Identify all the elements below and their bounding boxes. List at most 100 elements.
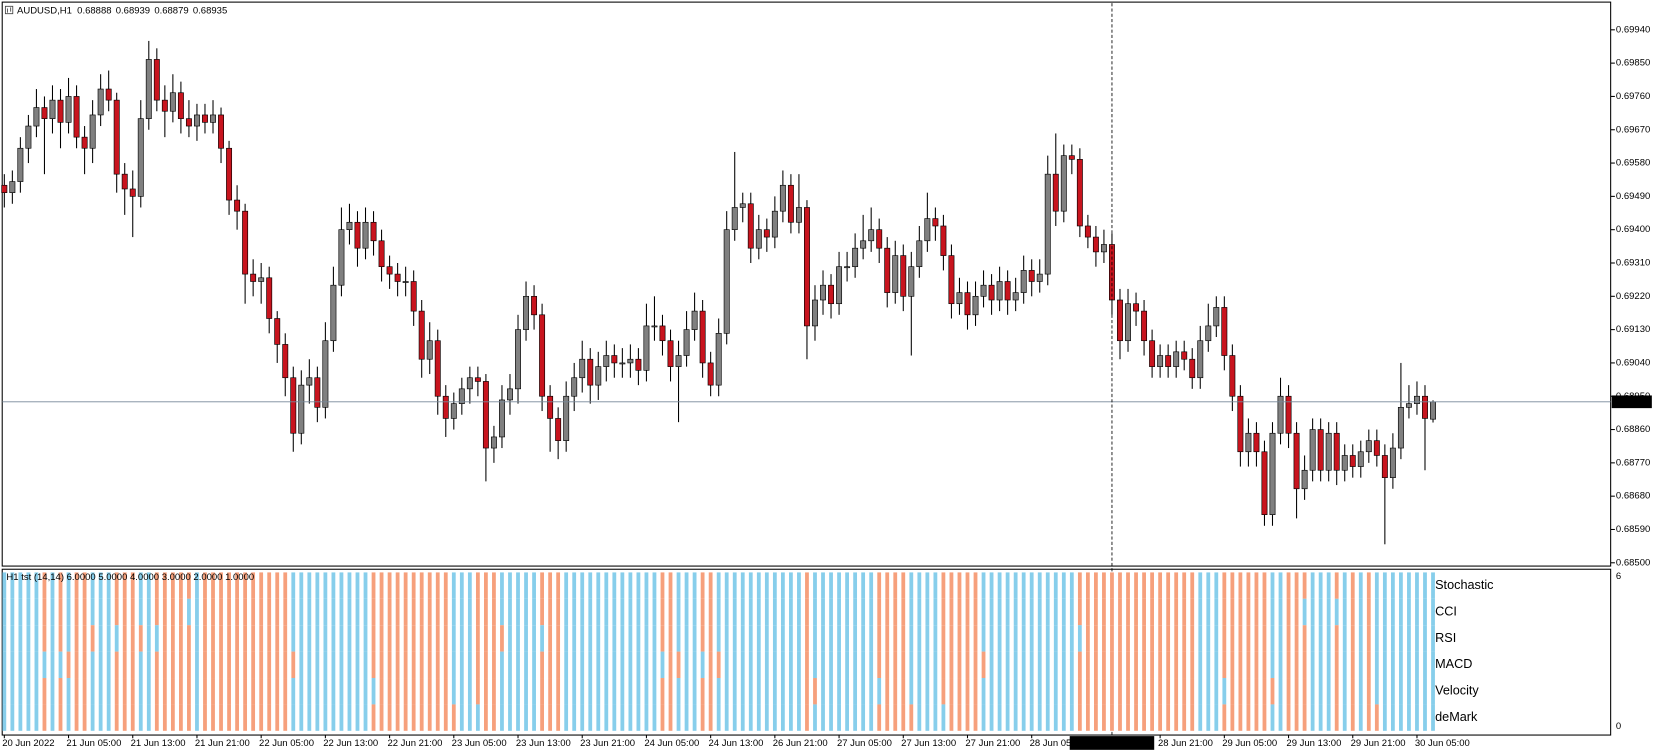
signal-bar <box>548 572 553 599</box>
signal-bar <box>564 704 569 731</box>
signal-bar <box>917 598 922 626</box>
signal-bar <box>949 572 954 599</box>
signal-bar <box>756 598 761 626</box>
y-tick-label: 0.68500 <box>1616 557 1650 568</box>
signal-bar <box>387 651 392 679</box>
signal-bar <box>1294 651 1299 679</box>
signal-bar <box>203 651 207 679</box>
signal-bar <box>981 625 986 652</box>
signal-bar <box>138 651 143 679</box>
signal-bar <box>668 651 673 679</box>
signal-bar <box>90 625 95 652</box>
signal-bar <box>644 625 649 652</box>
signal-bar <box>307 598 312 626</box>
candle-body <box>1189 358 1196 379</box>
signal-bar <box>42 598 47 626</box>
signal-bar <box>1246 678 1251 705</box>
y-tick-label: 0.68590 <box>1616 524 1650 535</box>
signal-bar <box>1037 678 1042 705</box>
signal-bar <box>1158 651 1163 679</box>
signal-bar <box>1222 572 1227 599</box>
signal-bar <box>122 598 127 626</box>
signal-bar <box>853 572 858 599</box>
signal-bar <box>660 572 665 599</box>
signal-bar <box>708 625 713 652</box>
signal-bar <box>508 651 512 679</box>
signal-bar <box>371 704 376 731</box>
candle-body <box>306 377 313 386</box>
signal-bar <box>813 625 817 652</box>
signal-bar <box>1318 598 1323 626</box>
candle-body <box>1213 307 1220 327</box>
signal-bar <box>419 572 424 599</box>
y-tick-label: 0.69850 <box>1616 58 1650 69</box>
candle-body <box>804 207 810 327</box>
signal-bar <box>837 598 841 626</box>
signal-bar <box>1382 572 1387 599</box>
signal-bar <box>379 598 384 626</box>
signal-bar <box>138 704 143 731</box>
signal-bar <box>195 651 199 679</box>
signal-bar <box>10 598 15 626</box>
x-tick-label: 23 Jun 05:00 <box>452 738 507 749</box>
signal-bar <box>508 572 512 599</box>
candle-body <box>153 59 160 101</box>
signal-bar <box>540 598 544 626</box>
signal-bar <box>1126 598 1130 626</box>
signal-bar <box>1230 651 1235 679</box>
signal-bar <box>861 598 866 626</box>
signal-bar <box>893 704 898 731</box>
signal-bar <box>170 651 175 679</box>
candle-body <box>194 114 200 127</box>
signal-bar <box>708 572 713 599</box>
signal-bar <box>195 678 199 705</box>
signal-bar <box>283 678 288 705</box>
signal-bar <box>869 678 874 705</box>
candle-body <box>89 114 96 149</box>
signal-bar <box>299 651 304 679</box>
signal-bar <box>1182 678 1187 705</box>
signal-bar <box>1374 678 1379 705</box>
signal-bar <box>1061 651 1066 679</box>
candle-body <box>787 184 794 223</box>
x-tick-label: 21 Jun 13:00 <box>131 738 186 749</box>
signal-bar <box>1037 651 1042 679</box>
y-tick-label: 0.68860 <box>1616 424 1650 435</box>
candle-body <box>338 229 345 286</box>
signal-bar <box>1085 704 1090 731</box>
candle-body <box>900 255 907 297</box>
signal-bar <box>636 598 641 626</box>
y-tick-label: 0.69490 <box>1616 191 1650 202</box>
candle-body <box>675 355 682 367</box>
signal-bar <box>1134 598 1138 626</box>
signal-bar <box>772 625 777 652</box>
signal-bar <box>492 704 496 731</box>
candle-body <box>972 295 979 316</box>
signal-bar <box>331 598 336 626</box>
candle-body <box>1044 173 1051 275</box>
signal-bar <box>251 651 256 679</box>
signal-bar <box>1246 572 1251 599</box>
signal-bar <box>628 678 633 705</box>
signal-bar <box>1061 572 1066 599</box>
signal-bar <box>1126 651 1130 679</box>
candle-body <box>210 114 216 123</box>
candle-body <box>1 184 8 193</box>
signal-bar <box>668 572 673 599</box>
signal-bar <box>564 678 569 705</box>
signal-bar <box>660 625 665 652</box>
signal-bar <box>692 625 697 652</box>
signal-bar <box>467 572 472 599</box>
signal-bar <box>941 704 946 731</box>
signal-bar <box>1270 572 1275 599</box>
signal-bar <box>957 651 962 679</box>
candle-body <box>595 366 602 386</box>
signal-bar <box>684 625 689 652</box>
signal-bar <box>1126 625 1130 652</box>
signal-bar <box>772 572 777 599</box>
signal-bar <box>1431 704 1435 731</box>
signal-bar <box>1110 598 1114 626</box>
signal-bar <box>34 704 39 731</box>
signal-bar <box>1134 625 1138 652</box>
signal-bar <box>235 678 239 705</box>
